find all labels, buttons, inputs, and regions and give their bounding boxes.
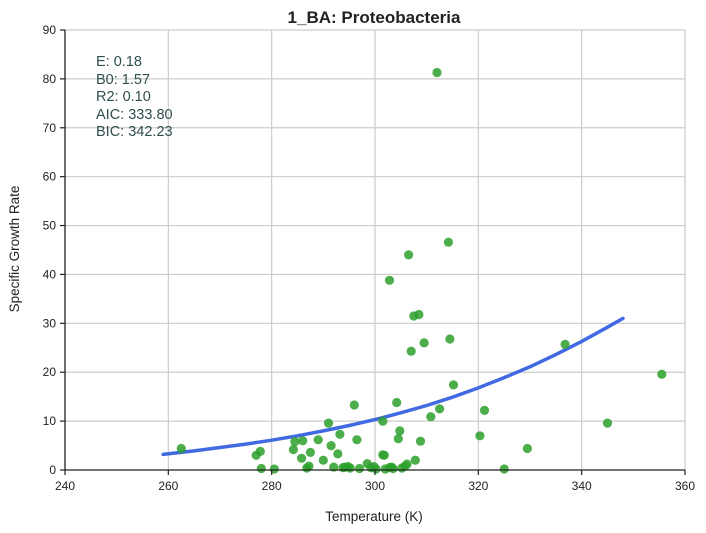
data-point xyxy=(352,435,362,445)
y-tick-label: 40 xyxy=(43,267,57,281)
grid xyxy=(65,29,686,470)
x-axis-title: Temperature (K) xyxy=(325,509,423,524)
axes xyxy=(60,29,686,475)
y-tick-label: 60 xyxy=(43,170,57,184)
data-point xyxy=(475,431,485,441)
data-point xyxy=(406,346,416,356)
data-point xyxy=(304,461,314,471)
x-tick-label: 340 xyxy=(572,479,592,493)
data-point xyxy=(432,67,442,78)
data-point xyxy=(288,444,298,455)
data-point xyxy=(414,309,424,320)
x-tick-label: 360 xyxy=(675,479,695,493)
y-tick-label: 0 xyxy=(49,463,56,477)
y-tick-label: 50 xyxy=(43,219,57,233)
data-point xyxy=(378,416,388,426)
data-point xyxy=(305,447,315,457)
data-point xyxy=(323,418,334,428)
y-tick-label: 20 xyxy=(43,365,57,379)
x-tick-label: 240 xyxy=(55,479,75,493)
y-tick-label: 30 xyxy=(43,316,57,330)
points-layer xyxy=(176,67,667,474)
data-point xyxy=(499,464,509,474)
data-point xyxy=(419,338,429,348)
data-point xyxy=(426,412,436,422)
y-tick-label: 10 xyxy=(43,414,57,428)
x-tick-label: 320 xyxy=(468,479,488,493)
x-tick-label: 280 xyxy=(262,479,282,493)
data-point xyxy=(256,463,266,474)
fit-stats-annotation: E: 0.18 B0: 1.57 R2: 0.10 AIC: 333.80 BI… xyxy=(96,54,173,140)
annotation-aic: AIC: 333.80 xyxy=(96,107,173,123)
data-point xyxy=(445,334,455,344)
data-point xyxy=(479,405,490,415)
data-point xyxy=(345,463,355,473)
x-tick-label: 260 xyxy=(158,479,178,493)
data-point xyxy=(176,443,186,454)
data-point xyxy=(290,437,300,447)
data-point xyxy=(410,455,420,465)
fit-line-layer xyxy=(161,316,625,457)
data-point xyxy=(326,441,336,451)
data-point xyxy=(443,237,453,247)
data-point xyxy=(335,429,345,439)
data-point xyxy=(602,418,613,428)
annotation-b0: B0: 1.57 xyxy=(96,72,150,88)
data-point xyxy=(388,463,398,474)
data-point xyxy=(402,459,412,469)
data-point xyxy=(435,404,445,414)
y-tick-label: 70 xyxy=(43,121,57,135)
data-point xyxy=(371,464,381,474)
y-tick-label: 80 xyxy=(43,72,57,86)
data-point xyxy=(298,436,308,446)
data-point xyxy=(392,397,402,408)
data-point xyxy=(354,463,365,474)
data-point xyxy=(384,275,395,285)
x-tick-label: 300 xyxy=(365,479,385,493)
y-axis-title: Specific Growth Rate xyxy=(7,186,22,313)
data-point xyxy=(657,369,667,379)
data-point xyxy=(522,443,533,454)
annotation-bic: BIC: 342.23 xyxy=(96,124,173,140)
data-point xyxy=(395,426,405,436)
chart-title: 1_BA: Proteobacteria xyxy=(288,8,461,27)
data-point xyxy=(560,339,570,349)
data-point xyxy=(349,400,359,410)
data-point xyxy=(404,250,414,260)
fit-curve xyxy=(161,316,625,457)
data-point xyxy=(448,380,459,390)
data-point xyxy=(415,436,426,446)
y-tick-label: 90 xyxy=(43,23,57,37)
data-point xyxy=(255,446,265,456)
data-point xyxy=(313,435,323,445)
data-point xyxy=(318,455,328,465)
x-tick-labels: 240 260 280 300 320 340 360 xyxy=(55,479,695,493)
data-point xyxy=(333,449,343,459)
data-point xyxy=(393,434,403,444)
annotation-e: E: 0.18 xyxy=(96,54,142,70)
data-point xyxy=(297,453,307,463)
data-point xyxy=(379,450,389,460)
y-tick-labels: 0 10 20 30 40 50 60 70 80 90 xyxy=(43,23,57,477)
annotation-r2: R2: 0.10 xyxy=(96,89,151,105)
